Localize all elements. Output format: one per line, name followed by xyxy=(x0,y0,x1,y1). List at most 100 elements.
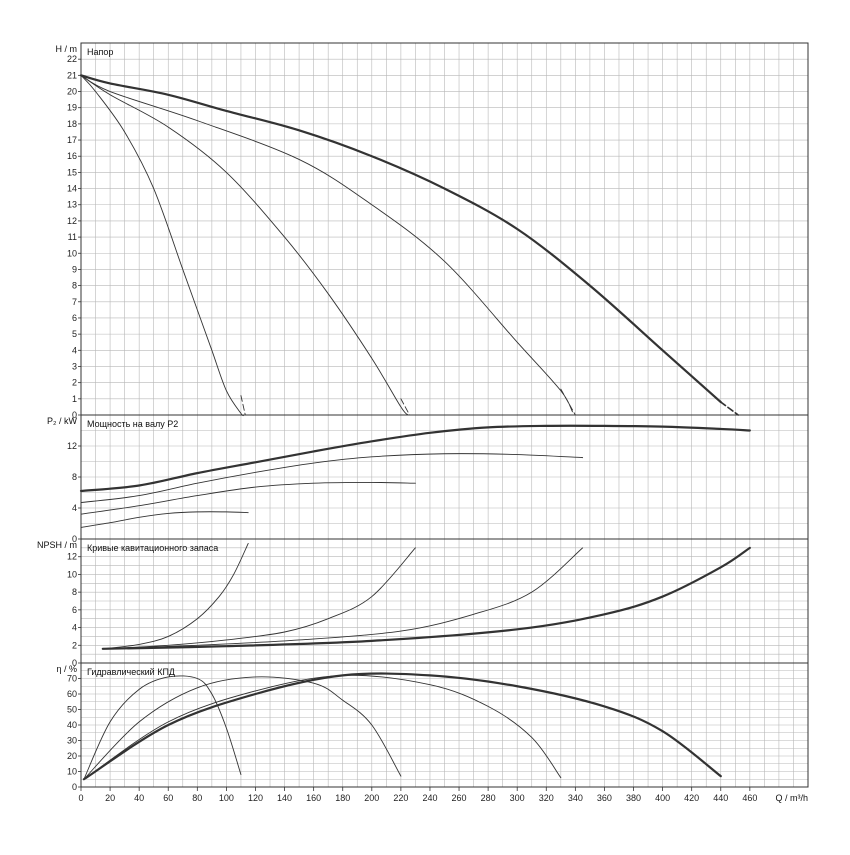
series-line-eff-1 xyxy=(83,675,242,780)
y-tick-label: 70 xyxy=(67,674,77,684)
x-tick-label: 180 xyxy=(335,793,350,803)
series-line-power-2 xyxy=(80,481,416,515)
y-tick-label: 8 xyxy=(72,281,77,291)
y-tick-label: 0 xyxy=(72,658,77,668)
y-tick-label: 30 xyxy=(67,736,77,746)
y-tick-label: 13 xyxy=(67,200,77,210)
x-tick-label: 100 xyxy=(219,793,234,803)
x-tick-label: 420 xyxy=(684,793,699,803)
y-tick-label: 10 xyxy=(67,569,77,579)
y-tick-label: 50 xyxy=(67,705,77,715)
x-tick-label: 0 xyxy=(78,793,83,803)
y-tick-label: 3 xyxy=(72,361,77,371)
y-tick-label: 19 xyxy=(67,103,77,113)
series-line-head-4 xyxy=(79,74,722,404)
y-axis-label: P₂ / kW xyxy=(47,416,77,426)
series-extension-head-2 xyxy=(400,398,411,416)
y-axis-label: H / m xyxy=(56,44,78,54)
panel-npsh: 0 2 4 6 8 10 12 NPSH / m Кривые кавитационного з… xyxy=(37,538,809,668)
y-tick-label: 40 xyxy=(67,720,77,730)
x-tick-label: 220 xyxy=(393,793,408,803)
series-line-power-1 xyxy=(80,511,249,528)
series-line-power-3 xyxy=(80,453,584,504)
x-tick-label: 80 xyxy=(192,793,202,803)
y-tick-label: 4 xyxy=(72,503,77,513)
y-tick-label: 60 xyxy=(67,689,77,699)
y-tick-label: 12 xyxy=(67,441,77,451)
series-extension-head-4 xyxy=(719,401,740,416)
y-tick-label: 18 xyxy=(67,119,77,129)
x-tick-label: 260 xyxy=(452,793,467,803)
y-tick-label: 22 xyxy=(67,54,77,64)
x-tick-label: 160 xyxy=(306,793,321,803)
x-tick-label: 280 xyxy=(481,793,496,803)
panel-eff: 0 10 20 30 40 50 60 70η / % Гидравлический КПД xyxy=(56,662,809,792)
panel-title: Кривые кавитационного запаса xyxy=(87,543,218,553)
y-tick-label: 4 xyxy=(72,345,77,355)
y-tick-label: 17 xyxy=(67,135,77,145)
y-tick-label: 6 xyxy=(72,605,77,615)
x-tick-label: 20 xyxy=(105,793,115,803)
x-tick-label: 320 xyxy=(539,793,554,803)
y-tick-label: 16 xyxy=(67,151,77,161)
x-tick-label: 440 xyxy=(713,793,728,803)
y-tick-label: 0 xyxy=(72,782,77,792)
y-tick-label: 0 xyxy=(72,534,77,544)
series-line-head-1 xyxy=(80,74,245,417)
x-tick-label: 360 xyxy=(597,793,612,803)
x-tick-label: 240 xyxy=(422,793,437,803)
y-tick-label: 10 xyxy=(67,767,77,777)
y-axis-label: η / % xyxy=(56,664,77,674)
y-tick-label: 20 xyxy=(67,751,77,761)
series-extension-head-1 xyxy=(240,395,246,416)
x-tick-label: 340 xyxy=(568,793,583,803)
series-line-head-3 xyxy=(80,74,573,413)
panel-title: Мощность на валу P2 xyxy=(87,419,178,429)
x-tick-label: 460 xyxy=(742,793,757,803)
series-line-npsh-3 xyxy=(102,547,584,650)
series-line-eff-4 xyxy=(82,672,722,781)
x-tick-label: 60 xyxy=(163,793,173,803)
y-tick-label: 9 xyxy=(72,264,77,274)
y-tick-label: 20 xyxy=(67,87,77,97)
y-tick-label: 7 xyxy=(72,297,77,307)
y-tick-label: 12 xyxy=(67,216,77,226)
x-tick-label: 40 xyxy=(134,793,144,803)
series-line-power-4 xyxy=(79,424,751,493)
y-tick-label: 8 xyxy=(72,472,77,482)
series-extension-head-3 xyxy=(560,388,576,416)
x-tick-label: 200 xyxy=(364,793,379,803)
y-tick-label: 8 xyxy=(72,587,77,597)
series-line-npsh-2 xyxy=(102,547,416,650)
panel-power: 0 4 8 12 P₂ / kW Мощность на валу P2 xyxy=(47,414,809,544)
y-tick-label: 6 xyxy=(72,313,77,323)
x-tick-label: 400 xyxy=(655,793,670,803)
y-tick-label: 1 xyxy=(72,394,77,404)
panel-title: Гидравлический КПД xyxy=(87,667,175,677)
x-axis-label: Q / m³/h xyxy=(775,793,808,803)
y-tick-label: 0 xyxy=(72,410,77,420)
x-tick-label: 140 xyxy=(277,793,292,803)
y-tick-label: 15 xyxy=(67,167,77,177)
x-tick-label: 120 xyxy=(248,793,263,803)
y-axis-label: NPSH / m xyxy=(37,540,77,550)
y-tick-label: 5 xyxy=(72,329,77,339)
y-tick-label: 4 xyxy=(72,623,77,633)
y-tick-label: 12 xyxy=(67,552,77,562)
series-line-npsh-4 xyxy=(101,546,751,650)
y-tick-label: 11 xyxy=(68,232,77,242)
y-tick-label: 2 xyxy=(72,640,77,650)
y-tick-label: 10 xyxy=(67,248,77,258)
x-tick-label: 300 xyxy=(510,793,525,803)
y-tick-label: 21 xyxy=(67,70,77,80)
x-tick-label: 380 xyxy=(626,793,641,803)
series-line-npsh-1 xyxy=(102,542,249,650)
panel-title: Напор xyxy=(87,47,113,57)
series-line-eff-2 xyxy=(83,676,402,780)
series-line-head-2 xyxy=(80,74,409,416)
y-tick-label: 14 xyxy=(67,184,77,194)
y-tick-label: 2 xyxy=(72,378,77,388)
